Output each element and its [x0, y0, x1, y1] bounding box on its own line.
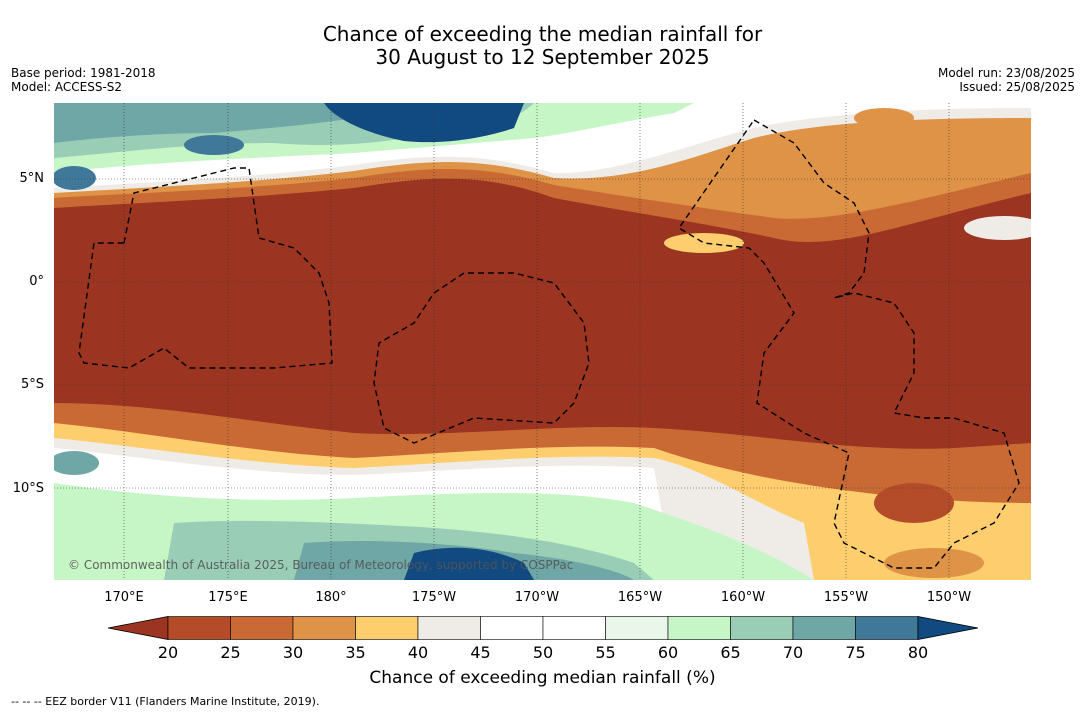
colorbar-segment: [480, 616, 544, 640]
lon-label-170w: 170°W: [514, 590, 560, 605]
colorbar-tick-label: 25: [220, 643, 241, 662]
dry-patch-se: [874, 483, 954, 523]
orange-patch-n: [664, 233, 744, 253]
colorbar-segment: [355, 616, 419, 640]
colorbar-tick-label: 20: [157, 643, 179, 662]
copyright-notice: © Commonwealth of Australia 2025, Bureau…: [68, 558, 574, 572]
colorbar-tick-label: 75: [845, 643, 866, 662]
colorbar-tick-label: 40: [407, 643, 429, 662]
colorbar-segment: [855, 616, 919, 640]
orange-patch-ne: [854, 108, 914, 128]
model-run: Model run: 23/08/2025: [937, 66, 1075, 80]
map-title-line1: Chance of exceeding the median rainfall …: [322, 22, 763, 46]
model-name: Model: ACCESS-S2: [11, 80, 123, 94]
lat-label-5s: 5°S: [20, 377, 44, 392]
colorbar-segment: [730, 616, 794, 640]
wet-patch-nw: [54, 166, 96, 190]
north-band-75: [54, 103, 374, 143]
colorbar-segment: [605, 616, 669, 640]
wet-patch-sw: [54, 451, 99, 475]
graticule: [54, 103, 1031, 580]
lat-label-5n: 5°N: [19, 171, 45, 186]
lat-label-10s: 10°S: [12, 481, 44, 496]
colorbar-tick-label: 80: [907, 643, 929, 662]
north-band-80: [324, 103, 524, 143]
base-period: Base period: 1981-2018: [11, 66, 156, 80]
colorbar-segment: [230, 616, 294, 640]
white-patch-e: [964, 216, 1031, 240]
lon-label-155w: 155°W: [823, 590, 869, 605]
issued-date: Issued: 25/08/2025: [959, 80, 1075, 94]
lon-label-170e: 170°E: [104, 590, 144, 605]
eez-legend-note: -- -- -- EEZ border V11 (Flanders Marine…: [11, 695, 320, 708]
colorbar-tick-label: 50: [532, 643, 554, 662]
colorbar-segment: [667, 616, 731, 640]
map-title-line2: 30 August to 12 September 2025: [375, 45, 710, 69]
colorbar-segment: [417, 616, 481, 640]
colorbar-tick-label: 65: [720, 643, 741, 662]
wet-patch-n: [184, 135, 244, 155]
lon-label-150w: 150°W: [926, 590, 972, 605]
colorbar: [108, 616, 978, 640]
colorbar-extend-high: [917, 616, 978, 640]
colorbar-extend-low: [108, 616, 169, 640]
lon-label-175w: 175°W: [411, 590, 457, 605]
colorbar-tick-label: 45: [470, 643, 491, 662]
colorbar-tick-label: 30: [282, 643, 304, 662]
colorbar-label: Chance of exceeding median rainfall (%): [369, 668, 716, 688]
lon-label-160w: 160°W: [720, 590, 766, 605]
colorbar-tick-label: 55: [595, 643, 616, 662]
lon-label-165w: 165°W: [617, 590, 663, 605]
rainfall-map: [54, 103, 1031, 580]
colorbar-segment: [542, 616, 606, 640]
colorbar-segment: [792, 616, 856, 640]
wet-patch-se: [884, 548, 984, 578]
south-band-80: [404, 547, 534, 580]
eez-borders: [78, 119, 1020, 569]
colorbar-tick-label: 70: [782, 643, 804, 662]
colorbar-tick-label: 35: [345, 643, 366, 662]
colorbar-segment: [292, 616, 356, 640]
colorbar-tick-label: 60: [657, 643, 679, 662]
colorbar-segment: [167, 616, 231, 640]
lat-label-0: 0°: [29, 274, 44, 289]
lon-label-175e: 175°E: [208, 590, 248, 605]
lon-label-180: 180°: [315, 590, 347, 605]
